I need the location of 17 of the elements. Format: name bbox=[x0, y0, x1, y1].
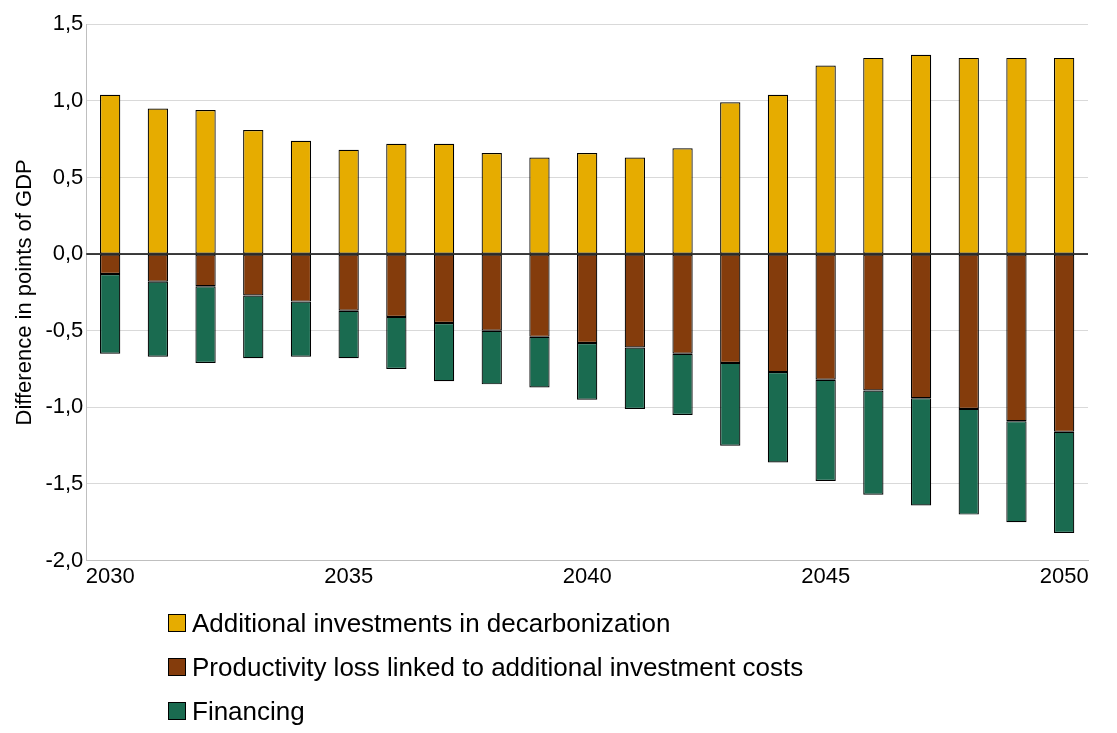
y-tick-label: 1,0 bbox=[52, 86, 84, 112]
x-tick-label: 2030 bbox=[85, 562, 135, 588]
x-tick-label: 2040 bbox=[562, 562, 612, 588]
y-axis-title: Difference in points of GDP bbox=[11, 159, 37, 426]
x-tick-label: 2050 bbox=[1039, 562, 1089, 588]
y-tick-label: -2,0 bbox=[45, 546, 84, 572]
y-tick-label: 0,5 bbox=[52, 163, 84, 189]
y-tick-label: 0,0 bbox=[52, 240, 84, 266]
y-tick-label: 1,5 bbox=[52, 10, 84, 36]
x-tick-label: 2035 bbox=[324, 562, 374, 588]
x-tick-label: 2045 bbox=[801, 562, 851, 588]
legend-label: Productivity loss linked to additional investment costs bbox=[192, 651, 804, 684]
legend-label: Additional investments in decarbonization bbox=[192, 607, 671, 640]
y-tick-label: -1,0 bbox=[45, 393, 84, 419]
y-tick-label: -0,5 bbox=[45, 316, 84, 342]
legend-label: Financing bbox=[192, 695, 305, 728]
y-tick-label: -1,5 bbox=[45, 470, 84, 496]
